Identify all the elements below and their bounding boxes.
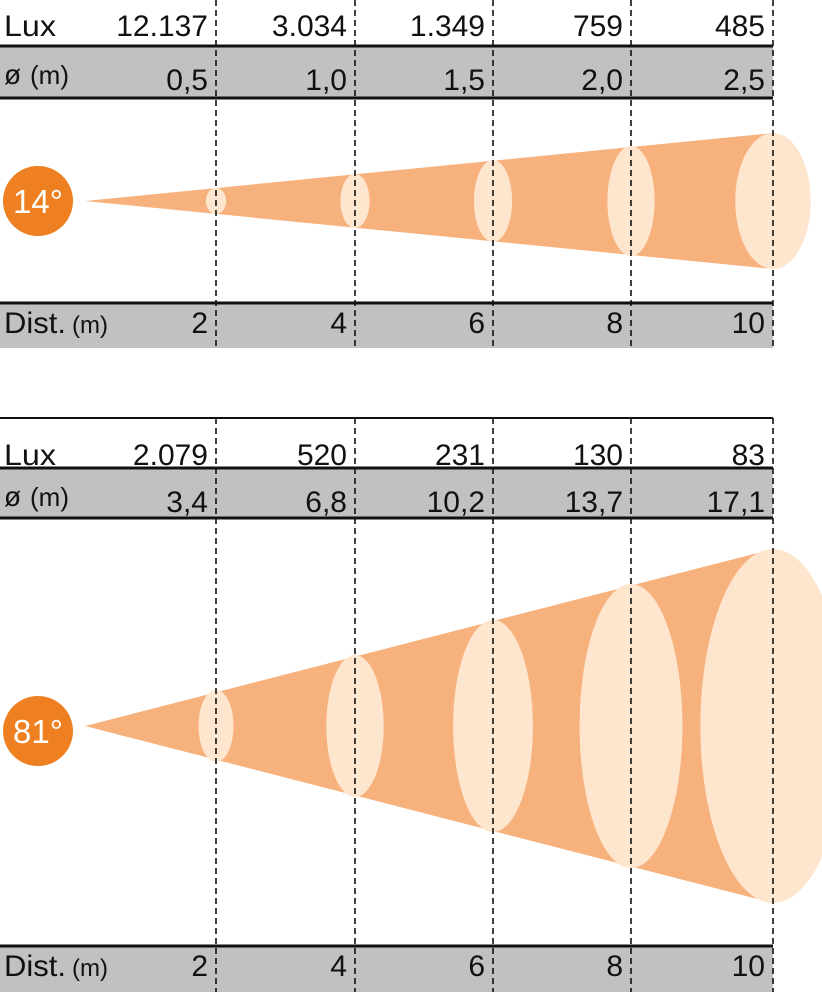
distance-value: 10 xyxy=(732,950,765,983)
distance-value: 6 xyxy=(468,950,485,983)
lux-value: 1.349 xyxy=(410,10,485,43)
lux-value: 520 xyxy=(297,439,347,472)
beam-spot-2 xyxy=(326,655,384,797)
beam-spot-3 xyxy=(453,620,533,832)
angle-badge-label: 14° xyxy=(13,183,63,220)
lux-value: 130 xyxy=(573,439,623,472)
lux-value: 83 xyxy=(732,439,765,472)
distance-row-label: Dist. xyxy=(4,950,66,983)
lux-value: 231 xyxy=(435,439,485,472)
diameter-value: 0,5 xyxy=(166,64,208,97)
distance-unit-label: (m) xyxy=(72,955,108,982)
beam-spot-1 xyxy=(198,690,234,762)
diameter-value: 1,5 xyxy=(443,64,485,97)
angle-badge xyxy=(3,166,73,236)
diameter-row-band xyxy=(0,46,773,98)
distance-value: 4 xyxy=(330,307,347,340)
distance-row-band xyxy=(0,946,773,992)
beam-spot-4 xyxy=(579,584,683,868)
diameter-value: 17,1 xyxy=(707,486,765,519)
diameter-symbol: ø xyxy=(4,59,21,90)
distance-value: 8 xyxy=(606,307,623,340)
lux-row-label: Lux xyxy=(4,439,56,472)
lux-value: 485 xyxy=(715,10,765,43)
lux-value: 759 xyxy=(573,10,623,43)
lux-value: 12.137 xyxy=(116,10,208,43)
lux-row-label: Lux xyxy=(4,10,56,43)
diameter-symbol: ø xyxy=(4,481,21,512)
angle-badge xyxy=(3,696,73,766)
diameter-value: 6,8 xyxy=(305,486,347,519)
distance-row-band xyxy=(0,303,773,348)
diameter-value: 2,0 xyxy=(581,64,623,97)
diameter-value: 10,2 xyxy=(427,486,485,519)
diameter-row-band xyxy=(0,468,773,518)
diameter-value: 3,4 xyxy=(166,486,208,519)
distance-value: 8 xyxy=(606,950,623,983)
lux-value: 2.079 xyxy=(133,439,208,472)
diameter-value: 2,5 xyxy=(723,64,765,97)
distance-value: 6 xyxy=(468,307,485,340)
diameter-unit-label: (m) xyxy=(30,60,69,90)
distance-value: 4 xyxy=(330,950,347,983)
diameter-unit-label: (m) xyxy=(30,482,69,512)
distance-unit-label: (m) xyxy=(72,312,108,339)
diameter-value: 13,7 xyxy=(565,486,623,519)
lux-value: 3.034 xyxy=(272,10,347,43)
angle-badge-label: 81° xyxy=(13,713,63,750)
distance-value: 2 xyxy=(191,950,208,983)
diameter-value: 1,0 xyxy=(305,64,347,97)
beam-spot-5 xyxy=(700,549,822,903)
beam-cone xyxy=(85,133,773,269)
distance-row-label: Dist. xyxy=(4,307,66,340)
distance-value: 10 xyxy=(732,307,765,340)
distance-value: 2 xyxy=(191,307,208,340)
